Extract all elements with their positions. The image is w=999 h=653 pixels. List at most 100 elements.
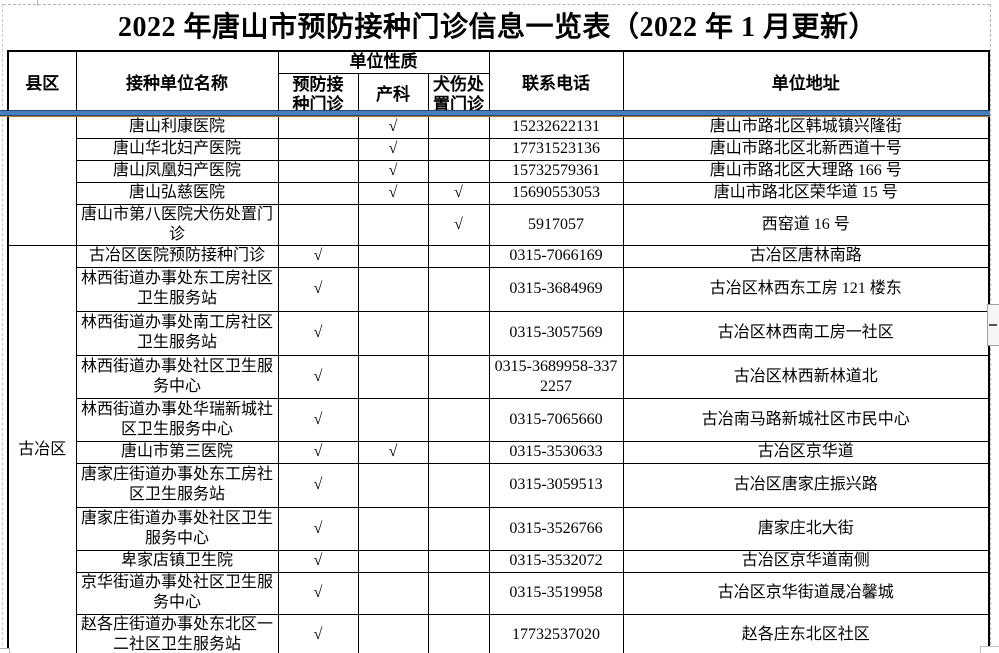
cell-obstetrics-check: √ bbox=[357, 440, 429, 464]
header-phone: 联系电话 bbox=[488, 50, 624, 117]
table-row: 唐家庄街道办事处社区卫生服务中心 √ 0315-3526766 唐家庄北大街 bbox=[8, 506, 990, 551]
cell-phone: 0315-3532072 bbox=[488, 549, 624, 573]
cell-phone: 0315-3526766 bbox=[488, 506, 624, 551]
cell-obstetrics-check bbox=[357, 506, 429, 551]
cell-vaccination-check: √ bbox=[277, 397, 359, 442]
cell-vaccination-check bbox=[277, 203, 359, 246]
cell-vaccination-check: √ bbox=[277, 462, 359, 508]
cell-vaccination-check bbox=[277, 159, 359, 183]
header-vaccination-clinic: 预防接 种门诊 bbox=[277, 72, 359, 117]
cell-unit-name: 古冶区医院预防接种门诊 bbox=[75, 244, 279, 268]
cell-unit-name: 卑家店镇卫生院 bbox=[75, 549, 279, 573]
header-row-2: 预防接 种门诊 产科 犬伤处 置门诊 bbox=[8, 72, 989, 117]
cell-phone: 15690553053 bbox=[488, 181, 624, 205]
cell-obstetrics-check: √ bbox=[357, 181, 429, 205]
cell-phone: 0315-3684969 bbox=[488, 266, 624, 312]
page-break-line-top bbox=[3, 4, 990, 5]
cell-obstetrics-check: √ bbox=[357, 137, 429, 161]
cell-unit-name: 林西街道办事处南工房社区卫生服务站 bbox=[75, 310, 279, 356]
header-unit-name: 接种单位名称 bbox=[75, 50, 279, 117]
cell-address: 西窑道 16 号 bbox=[622, 203, 990, 246]
cell-unit-name: 唐山利康医院 bbox=[75, 115, 279, 139]
cell-dog-bite-check bbox=[427, 354, 490, 399]
table-row: 唐山弘慈医院 √ √ 15690553053 唐山市路北区荣华道 15 号 bbox=[8, 181, 990, 205]
cell-obstetrics-check bbox=[357, 571, 429, 615]
cell-phone: 0315-3530633 bbox=[488, 440, 624, 464]
cell-obstetrics-check bbox=[357, 462, 429, 508]
page-break-line-left bbox=[2, 4, 3, 645]
cell-phone: 0315-3689958-3372257 bbox=[488, 354, 624, 399]
scrollbar-handle-icon bbox=[989, 324, 997, 326]
cell-unit-name: 赵各庄街道办事处东北区一二社区卫生服务站 bbox=[75, 613, 279, 653]
table-row: 赵各庄街道办事处东北区一二社区卫生服务站 √ 17732537020 赵各庄东北区社区 bbox=[8, 613, 990, 653]
cell-phone: 0315-7065660 bbox=[488, 397, 624, 442]
cell-obstetrics-check bbox=[357, 203, 429, 246]
cell-dog-bite-check bbox=[427, 613, 490, 653]
table-row: 唐山市第三医院 √ √ 0315-3530633 古冶区京华道 bbox=[8, 440, 990, 464]
cell-dog-bite-check bbox=[427, 462, 490, 508]
cell-obstetrics-check bbox=[357, 549, 429, 573]
cell-address: 唐家庄北大街 bbox=[622, 506, 990, 551]
cell-dog-bite-check bbox=[427, 310, 490, 356]
header-row-1: 县区 接种单位名称 单位性质 联系电话 单位地址 bbox=[7, 50, 990, 117]
header-dog-bite-clinic: 犬伤处 置门诊 bbox=[427, 72, 490, 117]
cell-address: 唐山市路北区北新西道十号 bbox=[622, 137, 990, 161]
table-row: 唐山市第八医院犬伤处置门诊 √ 5917057 西窑道 16 号 bbox=[8, 203, 990, 246]
table-header: 县区 接种单位名称 单位性质 联系电话 单位地址 预防接 种门诊 产科 犬伤处 … bbox=[7, 50, 990, 117]
cell-obstetrics-check bbox=[357, 613, 429, 653]
cell-address: 赵各庄东北区社区 bbox=[622, 613, 990, 653]
cell-vaccination-check: √ bbox=[277, 354, 359, 399]
frozen-pane-accent bbox=[0, 116, 990, 117]
cell-obstetrics-check bbox=[357, 266, 429, 312]
frozen-pane-divider bbox=[0, 110, 990, 116]
cell-address: 古冶区林西东工房 121 楼东 bbox=[622, 266, 990, 312]
cell-dog-bite-check: √ bbox=[427, 203, 490, 246]
table-row: 林西街道办事处东工房社区卫生服务站 √ 0315-3684969 古冶区林西东工房 1… bbox=[8, 266, 990, 312]
cell-obstetrics-check bbox=[357, 244, 429, 268]
cell-obstetrics-check bbox=[357, 397, 429, 442]
bottom-left-corner-box bbox=[0, 648, 10, 653]
cell-address: 古冶区京华道南侧 bbox=[622, 549, 990, 573]
cell-address: 唐山市路北区荣华道 15 号 bbox=[622, 181, 990, 205]
cell-address: 古冶区唐林南路 bbox=[622, 244, 990, 268]
cell-phone: 0315-3519958 bbox=[488, 571, 624, 615]
cell-unit-name: 唐家庄街道办事处东工房社区卫生服务站 bbox=[75, 462, 279, 508]
cell-unit-name: 唐山市第八医院犬伤处置门诊 bbox=[75, 203, 279, 246]
cell-vaccination-check: √ bbox=[277, 571, 359, 615]
cell-vaccination-check bbox=[277, 181, 359, 205]
cell-unit-name: 唐山华北妇产医院 bbox=[75, 137, 279, 161]
cell-unit-name: 林西街道办事处华瑞新城社区卫生服务中心 bbox=[75, 397, 279, 442]
cell-address: 古冶南马路新城社区市民中心 bbox=[622, 397, 990, 442]
cell-unit-name: 唐山市第三医院 bbox=[75, 440, 279, 464]
cell-obstetrics-check: √ bbox=[357, 159, 429, 183]
page-title: 2022 年唐山市预防接种门诊信息一览表（2022 年 1 月更新） bbox=[117, 12, 877, 43]
cell-phone: 0315-7066169 bbox=[488, 244, 624, 268]
cell-vaccination-check: √ bbox=[277, 244, 359, 268]
cell-phone: 15232622131 bbox=[488, 115, 624, 139]
cell-address: 古冶区林西新林道北 bbox=[622, 354, 990, 399]
cell-dog-bite-check bbox=[427, 137, 490, 161]
cell-vaccination-check: √ bbox=[277, 310, 359, 356]
cell-vaccination-check: √ bbox=[277, 506, 359, 551]
cell-phone: 17732537020 bbox=[488, 613, 624, 653]
table-row: 林西街道办事处华瑞新城社区卫生服务中心 √ 0315-7065660 古冶南马路新城社… bbox=[8, 397, 990, 442]
cell-vaccination-check: √ bbox=[277, 266, 359, 312]
cell-dog-bite-check bbox=[427, 397, 490, 442]
clinic-info-table: 县区 接种单位名称 单位性质 联系电话 单位地址 预防接 种门诊 产科 犬伤处 … bbox=[7, 50, 990, 653]
cell-phone: 0315-3057569 bbox=[488, 310, 624, 356]
scrollbar-widget[interactable] bbox=[987, 304, 999, 346]
cell-vaccination-check: √ bbox=[277, 440, 359, 464]
cell-vaccination-check bbox=[277, 115, 359, 139]
table-body: 唐山利康医院 √ 15232622131 唐山市路北区韩城镇兴隆街 唐山华北妇产医院 √ 1… bbox=[7, 115, 990, 653]
cell-vaccination-check: √ bbox=[277, 549, 359, 573]
cell-obstetrics-check bbox=[357, 354, 429, 399]
header-unit-nature: 单位性质 bbox=[277, 50, 490, 74]
cell-unit-name: 唐山弘慈医院 bbox=[75, 181, 279, 205]
cell-address: 唐山市路北区大理路 166 号 bbox=[622, 159, 990, 183]
cell-dog-bite-check bbox=[427, 266, 490, 312]
cell-district: 古冶区 bbox=[7, 244, 77, 653]
bottom-right-corner-box bbox=[980, 646, 999, 653]
cell-phone: 15732579361 bbox=[488, 159, 624, 183]
table-row: 林西街道办事处南工房社区卫生服务站 √ 0315-3057569 古冶区林西南工房一社… bbox=[8, 310, 990, 356]
